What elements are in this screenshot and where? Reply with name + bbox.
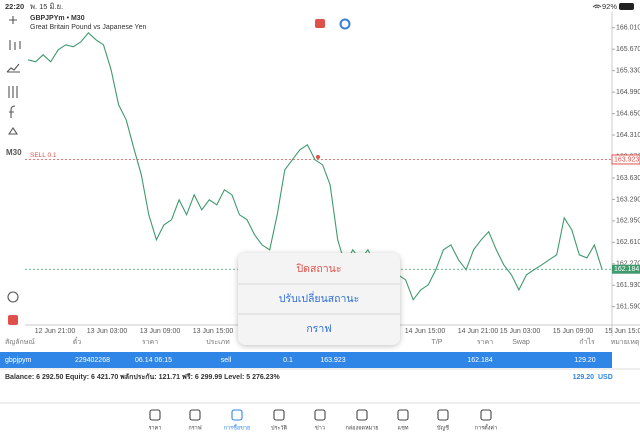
settings-tool[interactable] (8, 86, 18, 98)
tab-label[interactable]: กล่องจดหมาย (345, 425, 378, 431)
objects-tool[interactable] (7, 127, 19, 135)
x-tick-label: 14 Jun 15:00 (405, 328, 446, 335)
tab-label[interactable]: กราฟ (188, 424, 201, 431)
price-line (27, 32, 603, 301)
tab-icon[interactable] (437, 409, 449, 421)
y-tick-label: 164.650 (616, 110, 640, 117)
status-battery: 92% (602, 2, 617, 11)
position-cell: sell (221, 357, 232, 364)
symbol-title: GBPJPYm • M30 (30, 15, 85, 22)
column-header: หมายเหตุ (611, 339, 640, 346)
tab-label[interactable]: การตั้งค่า (475, 423, 497, 431)
x-tick-label: 13 Jun 03:00 (87, 328, 128, 335)
column-header: ราคา (142, 339, 158, 346)
tab-icon[interactable] (231, 409, 243, 421)
sell-label: SELL 0.1 (30, 152, 57, 159)
indicator-tool[interactable] (6, 63, 20, 73)
tab-label[interactable]: การซื้อขาย (224, 423, 250, 431)
tab-label[interactable]: ราคา (149, 425, 162, 431)
position-cell: 163.923 (320, 357, 345, 364)
tab-icon[interactable] (397, 409, 409, 421)
wifi-icon (592, 4, 602, 9)
y-tick-label: 162.270 (616, 261, 640, 268)
y-tick-label: 161.590 (616, 304, 640, 311)
y-tick-label: 162.610 (616, 239, 640, 246)
x-tick-label: 14 Jun 21:00 (458, 328, 499, 335)
column-header: กำไร (579, 337, 595, 346)
tab-label[interactable]: แชท (398, 424, 409, 431)
column-header: ราคา (477, 339, 493, 346)
y-tick-label: 162.950 (616, 218, 640, 225)
y-tick-label: 161.930 (616, 282, 640, 289)
column-header: ตั๋ว (73, 337, 82, 346)
y-tick-label: 166.010 (616, 25, 640, 32)
x-tick-label: 13 Jun 15:00 (193, 328, 234, 335)
position-cell: 162.184 (467, 357, 492, 364)
trade-tool[interactable] (8, 315, 18, 325)
total-profit: 129.20 (573, 374, 595, 381)
battery-icon (619, 3, 634, 10)
sell-price-label: 163.923 (614, 156, 639, 163)
timeframe[interactable]: M30 (6, 148, 22, 157)
tab-icon[interactable] (149, 409, 161, 421)
x-tick-label: 15 Jun 03:00 (500, 328, 541, 335)
y-tick-label: 164.310 (616, 132, 640, 139)
column-header: ประเภท (206, 339, 230, 346)
one-click-icon[interactable] (315, 19, 325, 28)
y-tick-label: 165.330 (616, 68, 640, 75)
status-time: 22:20 (5, 2, 24, 11)
popup-action[interactable]: กราฟ (306, 323, 331, 335)
column-header: สัญลักษณ์ (5, 338, 35, 346)
left-toolbar: M30 (6, 16, 22, 325)
balance-summary: Balance: 6 292.50 Equity: 6 421.70 พลักป… (5, 373, 281, 381)
y-tick-label: 165.670 (616, 46, 640, 53)
tab-label[interactable]: บัญชี (437, 424, 449, 431)
y-tick-label: 163.290 (616, 196, 640, 203)
x-tick-label: 15 Jun 15:00 (605, 328, 640, 335)
x-tick-label: 13 Jun 09:00 (140, 328, 181, 335)
tab-label[interactable]: ประวัติ (271, 424, 287, 431)
bid-price-label: 162.184 (614, 266, 639, 273)
y-tick-label: 163.630 (616, 175, 640, 182)
column-header: Swap (512, 339, 530, 346)
action-popup (238, 253, 400, 345)
popup-action[interactable]: ปรับเปลี่ยนสถานะ (279, 291, 359, 305)
function-tool[interactable] (9, 105, 16, 118)
tab-label[interactable]: ข่าว (315, 425, 325, 431)
depth-icon[interactable] (339, 18, 351, 30)
tab-icon[interactable] (356, 409, 368, 421)
status-date: พ. 15 มิ.ย. (30, 2, 63, 11)
y-tick-label: 164.990 (616, 89, 640, 96)
x-tick-label: 12 Jun 21:00 (35, 328, 76, 335)
tab-icon[interactable] (189, 409, 201, 421)
zoom-tool[interactable] (7, 291, 19, 303)
bid-price-box (612, 264, 640, 274)
sell-price-box (611, 154, 640, 165)
position-row[interactable] (0, 352, 612, 368)
symbol-description: Great Britain Pound vs Japanese Yen (30, 24, 146, 31)
tab-icon[interactable] (314, 409, 326, 421)
position-cell: 129.20 (574, 357, 596, 364)
tab-icon[interactable] (480, 409, 492, 421)
position-cell: 0.1 (283, 357, 293, 364)
position-cell: 229402268 (75, 357, 110, 364)
currency: USD (598, 374, 613, 381)
x-tick-label: 15 Jun 09:00 (553, 328, 594, 335)
candles-tool[interactable] (9, 40, 21, 50)
entry-marker (316, 155, 320, 159)
tab-icon[interactable] (273, 409, 285, 421)
column-header: T/P (432, 339, 443, 346)
position-cell: 06.14 06:15 (135, 357, 172, 364)
position-cell: gbpjpym (5, 357, 32, 364)
crosshair-tool[interactable] (9, 16, 17, 24)
popup-action[interactable]: ปิดสถานะ (296, 263, 341, 275)
